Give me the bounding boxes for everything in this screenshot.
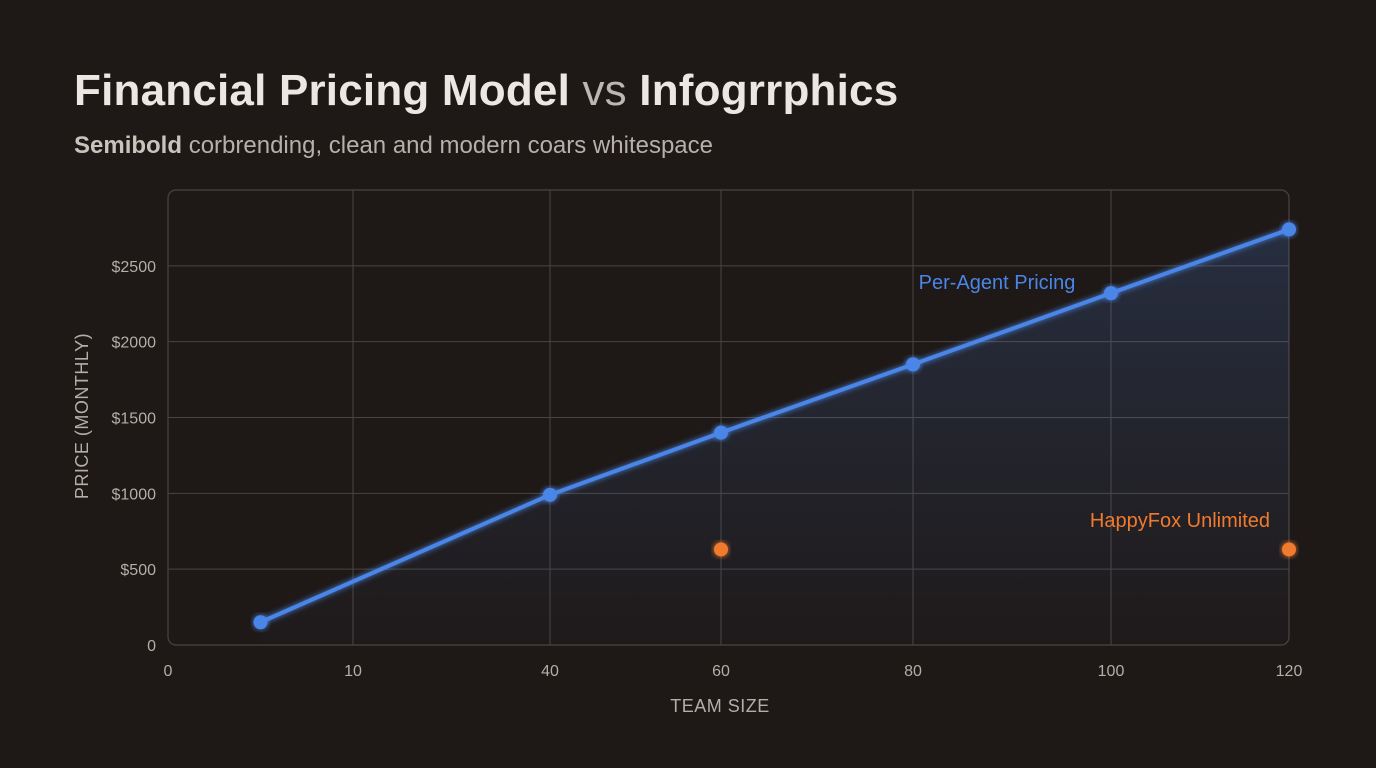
- y-tick-label: $500: [120, 562, 156, 579]
- per-agent-pricing-point: [1104, 286, 1118, 301]
- series: [253, 222, 1296, 630]
- x-tick-label: 60: [712, 663, 730, 680]
- per-agent-pricing-line: [258, 227, 1291, 625]
- x-tick-label: 100: [1098, 663, 1125, 680]
- per-agent-pricing-point: [906, 357, 920, 372]
- x-tick-label: 40: [541, 663, 559, 680]
- per-agent-pricing-point: [714, 425, 728, 440]
- y-tick-label: 0: [147, 638, 156, 655]
- y-axis-title: PRICE (MONTHLY): [72, 333, 92, 499]
- y-tick-label: $2500: [112, 259, 157, 276]
- per-agent-pricing-point: [1282, 222, 1296, 237]
- y-tick-label: $1500: [112, 411, 157, 428]
- per-agent-pricing-point: [543, 487, 557, 502]
- per-agent-pricing-label: Per-Agent Pricing: [919, 272, 1076, 294]
- x-tick-label: 10: [344, 663, 362, 680]
- title-end: Infogrrphics: [639, 66, 899, 115]
- y-tick-label: $1000: [112, 486, 157, 503]
- reference-lines: [168, 527, 721, 552]
- happyfox-unlimited-point: [1282, 542, 1296, 557]
- title-main: Financial Pricing Model: [74, 66, 571, 115]
- tick-labels: 0 $500 $1000 $1500 $2000 $2500 0 10 40 60 80 100 120…: [72, 259, 1302, 716]
- x-tick-label: 0: [164, 663, 173, 680]
- chart-title: Financial Pricing Model vs Infogrrphics: [74, 66, 898, 116]
- subtitle-bold: Semibold: [74, 132, 183, 159]
- x-tick-label: 120: [1276, 663, 1303, 680]
- subtitle-rest: corbrending, clean and modern coars whit…: [188, 132, 713, 159]
- chart-subtitle: Semibold corbrending, clean and modern c…: [74, 132, 713, 160]
- happyfox-unlimited-point: [714, 542, 728, 557]
- x-tick-label: 80: [904, 663, 922, 680]
- x-axis-title: TEAM SIZE: [670, 696, 770, 716]
- title-vs: vs: [582, 66, 627, 115]
- area-fill: [260, 229, 1289, 645]
- y-tick-label: $2000: [112, 335, 157, 352]
- per-agent-pricing-area: [260, 229, 1289, 645]
- happyfox-unlimited-label: HappyFox Unlimited: [1090, 510, 1270, 532]
- per-agent-pricing-point: [253, 615, 268, 630]
